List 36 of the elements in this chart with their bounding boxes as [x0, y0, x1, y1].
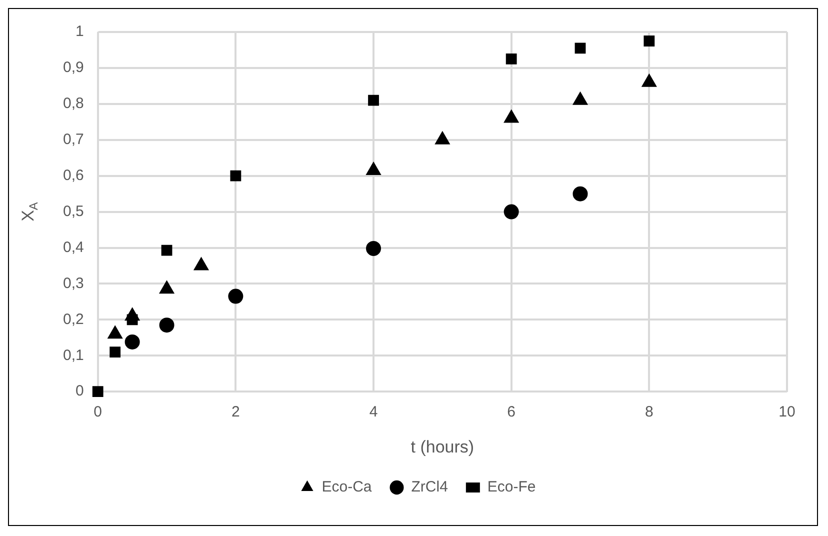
- point: [366, 240, 382, 256]
- x-tick-label: 2: [232, 404, 240, 421]
- point: [228, 288, 244, 304]
- legend-label: ZrCl4: [411, 478, 448, 496]
- y-tick-label: 0,5: [62, 202, 84, 220]
- x-tick-label: 10: [778, 404, 796, 421]
- y-axis-title: XA: [18, 202, 40, 222]
- legend-label: Eco-Ca: [322, 478, 372, 496]
- y-tick-label: 0,2: [62, 310, 84, 328]
- point: [110, 346, 121, 358]
- point: [504, 204, 519, 220]
- point: [161, 244, 172, 256]
- y-tick-label: 1: [76, 23, 84, 40]
- x-tick-label: 6: [507, 404, 516, 421]
- point: [644, 36, 655, 46]
- y-tick-label: 0,8: [62, 95, 84, 112]
- y-tick-label: 0,3: [62, 274, 84, 292]
- x-axis-title: t (hours): [410, 437, 474, 456]
- y-tick-label: 0,6: [62, 166, 84, 184]
- point: [572, 186, 588, 202]
- point: [159, 318, 174, 333]
- x-tick-label: 8: [645, 404, 654, 421]
- x-tick-label: 0: [94, 404, 102, 421]
- x-tick-label: 4: [369, 404, 378, 421]
- point: [124, 334, 140, 350]
- point: [368, 94, 379, 106]
- y-tick-label: 0,4: [62, 238, 84, 256]
- point: [506, 54, 517, 64]
- y-tick-label: 0,7: [62, 131, 84, 148]
- point: [92, 386, 104, 398]
- point: [574, 42, 586, 54]
- legend-label: Eco-Fe: [487, 478, 536, 496]
- y-tick-label: 0,9: [62, 59, 84, 76]
- y-tick-label: 0: [76, 382, 84, 400]
- y-tick-label: 0,1: [62, 346, 84, 364]
- point: [230, 170, 242, 182]
